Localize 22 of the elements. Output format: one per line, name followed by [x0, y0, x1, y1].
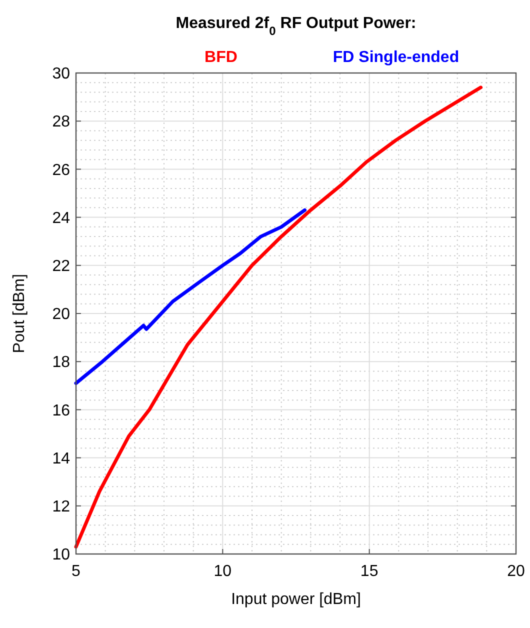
- text: FD Single-ended: [332, 49, 460, 66]
- y-axis-title: Pout [dBm]: [11, 274, 28, 354]
- line-series: [74, 86, 483, 549]
- y-tick-label: 30: [52, 66, 70, 83]
- y-tick-label: 16: [52, 402, 70, 420]
- x-axis-title: Input power [dBm]: [231, 591, 361, 608]
- y-tick-label: 12: [52, 498, 70, 516]
- y-tick-label: 14: [52, 450, 70, 468]
- x-tick-label: 5: [72, 563, 81, 580]
- text: BFD: [204, 49, 238, 66]
- y-tick-label: 20: [52, 306, 70, 324]
- y-tick-label: 28: [52, 114, 70, 131]
- y-tick-label: 24: [52, 210, 70, 227]
- y-tick-label: 10: [52, 546, 70, 564]
- x-tick-label: 20: [507, 563, 525, 580]
- line-series: [74, 208, 307, 385]
- chart-title: Measured 2f$_{0}$ RF Output Power:: [176, 15, 416, 38]
- x-tick-label: 10: [214, 563, 232, 580]
- x-tick-label: 15: [360, 563, 378, 580]
- y-tick-label: 26: [52, 162, 70, 179]
- y-tick-label: 18: [52, 354, 70, 372]
- y-tick-label: 22: [52, 258, 70, 275]
